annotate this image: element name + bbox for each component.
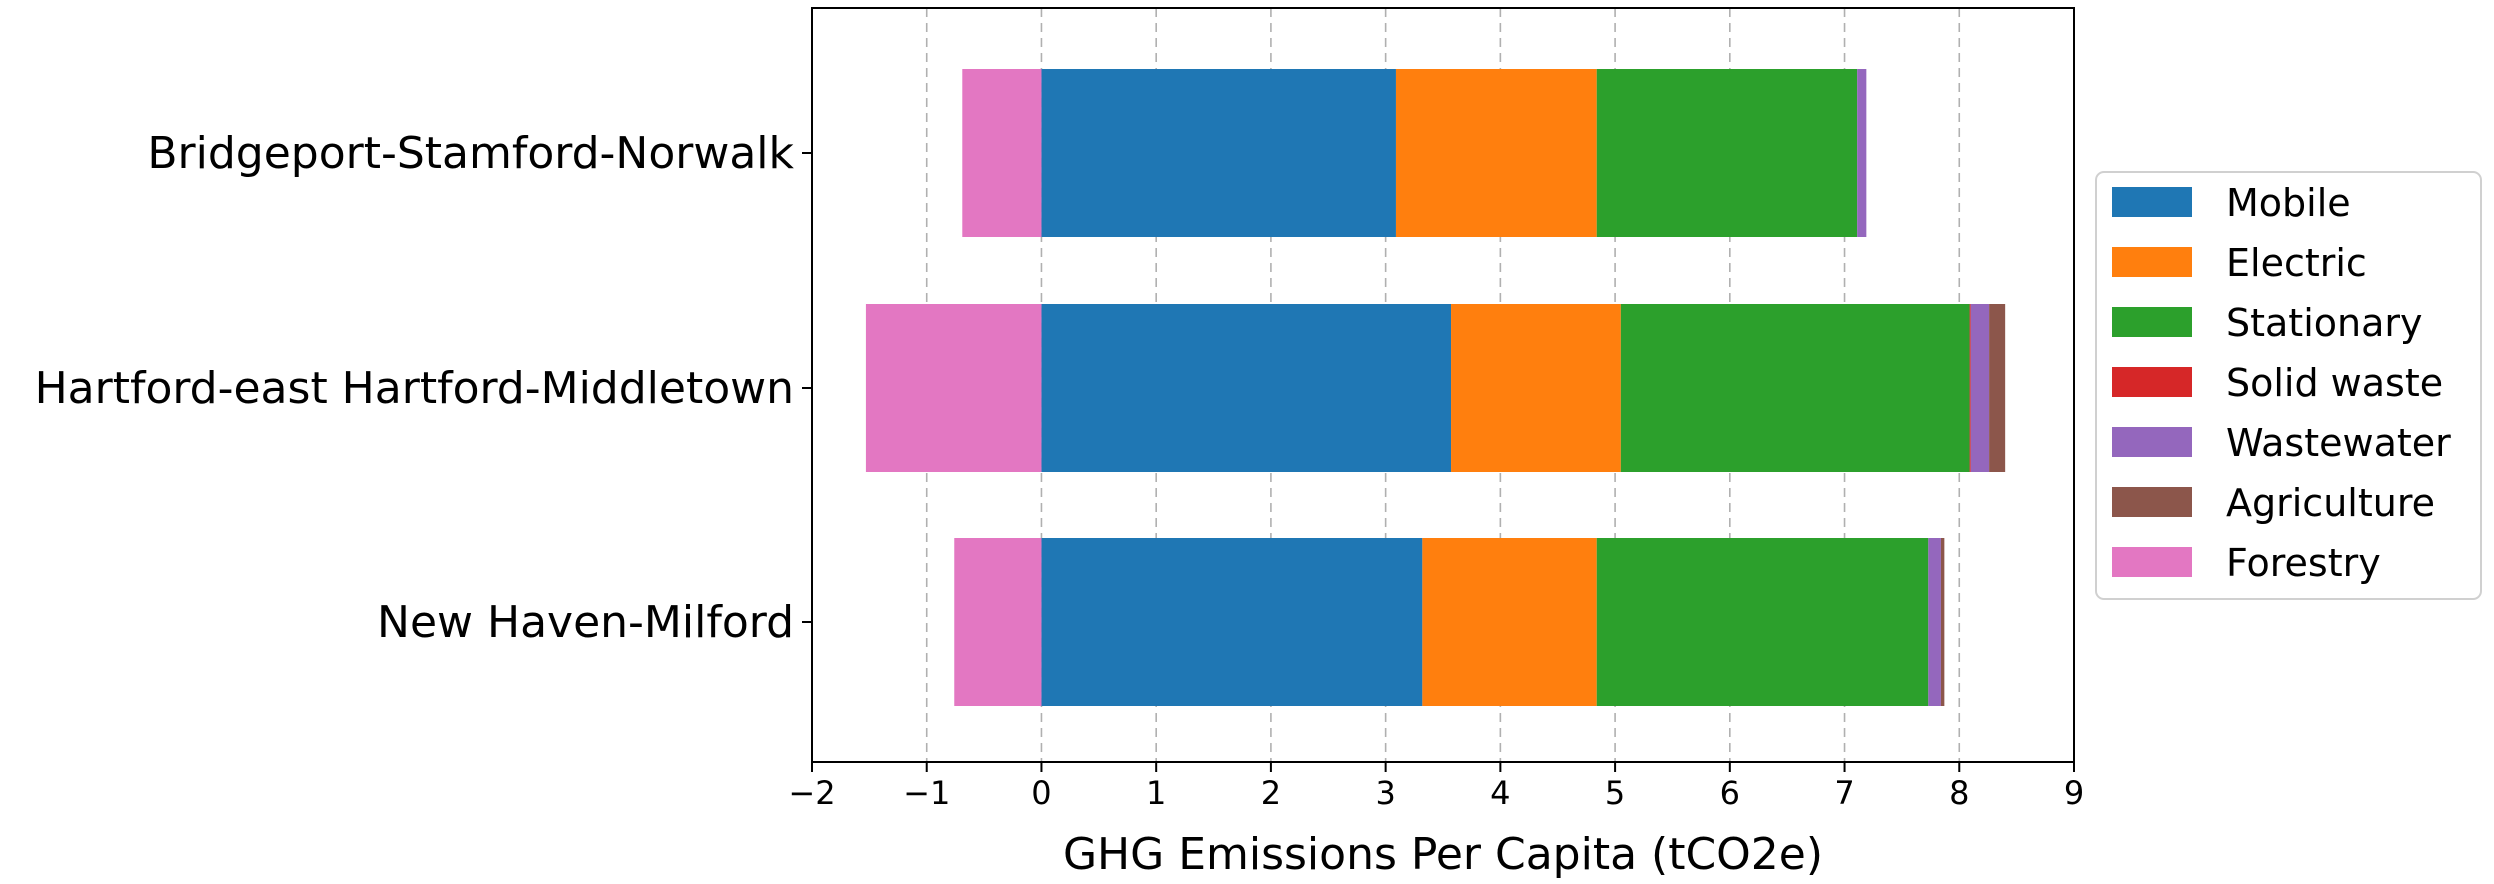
bar-wastewater-2 <box>1970 304 1990 472</box>
bar-electric-2 <box>1451 304 1621 472</box>
x-tick-label: 3 <box>1375 774 1395 812</box>
bar-solid-waste-2 <box>1969 304 1971 472</box>
x-tick-label: 7 <box>1834 774 1854 812</box>
bar-stationary-3 <box>1596 538 1929 706</box>
plot-frame <box>811 7 2075 763</box>
legend-label: Mobile <box>2226 181 2351 225</box>
legend-label: Electric <box>2226 241 2367 285</box>
legend: Mobile Electric Stationary Solid waste Waste… <box>2095 171 2482 600</box>
legend-frame <box>2095 171 2482 600</box>
x-tick-label: 8 <box>1949 774 1969 812</box>
bar-mobile-1 <box>1041 69 1396 237</box>
x-axis-title: GHG Emissions Per Capita (tCO2e) <box>1063 829 1823 879</box>
bar-agriculture-2 <box>1989 304 2006 472</box>
x-axis: −2 −1 0 1 2 3 4 5 6 7 8 9 <box>788 762 2084 812</box>
x-tick-label: 4 <box>1490 774 1510 812</box>
bar-electric-3 <box>1422 538 1597 706</box>
legend-swatch <box>2112 247 2192 277</box>
legend-label: Solid waste <box>2226 361 2443 405</box>
x-tick-label: 0 <box>1031 774 1051 812</box>
x-tick-label: 2 <box>1261 774 1281 812</box>
y-axis: Bridgeport-Stamford-Norwalk Hartford-east… <box>35 128 812 648</box>
legend-label: Agriculture <box>2226 481 2435 525</box>
legend-swatch <box>2112 187 2192 217</box>
x-tick-label: 6 <box>1720 774 1740 812</box>
legend-swatch <box>2112 427 2192 457</box>
bar-forestry-2 <box>865 304 1042 472</box>
category-label: New Haven-Milford <box>377 597 794 648</box>
x-tick-label: 5 <box>1605 774 1625 812</box>
legend-swatch <box>2112 487 2192 517</box>
bar-wastewater-3 <box>1928 538 1941 706</box>
x-tick-label: −2 <box>788 774 835 812</box>
legend-swatch <box>2112 367 2192 397</box>
bar-wastewater-1 <box>1857 69 1867 237</box>
category-label: Bridgeport-Stamford-Norwalk <box>147 128 794 179</box>
bar-stationary-2 <box>1620 304 1970 472</box>
bar-forestry-3 <box>954 538 1042 706</box>
legend-swatch <box>2112 307 2192 337</box>
bar-stationary-1 <box>1596 69 1858 237</box>
x-tick-label: 9 <box>2064 774 2084 812</box>
legend-label: Forestry <box>2226 541 2381 585</box>
legend-swatch <box>2112 547 2192 577</box>
legend-label: Stationary <box>2226 301 2423 345</box>
bar-mobile-3 <box>1041 538 1423 706</box>
bars-layer <box>865 69 2006 706</box>
bar-agriculture-3 <box>1940 538 1945 706</box>
x-tick-label: −1 <box>903 774 950 812</box>
bar-forestry-1 <box>962 69 1042 237</box>
bar-mobile-2 <box>1041 304 1452 472</box>
legend-label: Wastewater <box>2226 421 2451 465</box>
x-tick-label: 1 <box>1146 774 1166 812</box>
bar-electric-1 <box>1395 69 1597 237</box>
category-label: Hartford-east Hartford-Middletown <box>35 363 794 414</box>
